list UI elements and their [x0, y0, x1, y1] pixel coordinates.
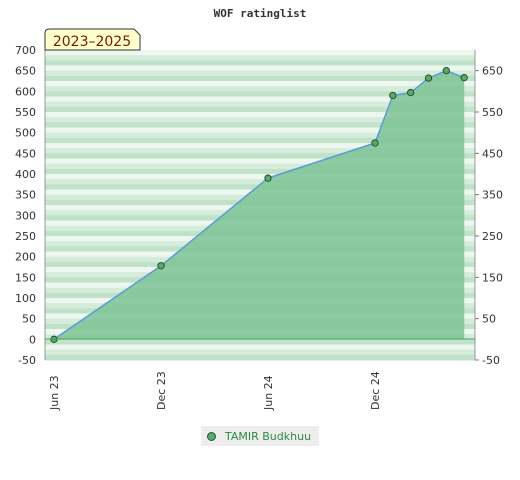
grid-band — [45, 70, 475, 77]
grid-band — [45, 122, 475, 128]
y-tick-label: 400 — [15, 168, 36, 181]
grid-band — [45, 179, 475, 185]
x-tick-label: Dec 24 — [369, 371, 382, 410]
grid-band — [45, 127, 475, 134]
y-axis-left-ticks: 7006506005505004504003503002502001501005… — [15, 44, 36, 367]
data-point — [407, 88, 415, 97]
grid-band — [45, 339, 475, 345]
data-point — [157, 262, 165, 270]
y-right-tick-label: 50 — [482, 313, 496, 326]
y-tick-label: 0 — [29, 333, 36, 346]
y-right-tick-label: 350 — [482, 189, 503, 202]
legend-marker-icon — [207, 431, 216, 441]
y-tick-label: 250 — [15, 230, 36, 243]
period-badge: 2023–2025 — [44, 28, 141, 51]
grid-band — [45, 65, 475, 72]
data-point — [389, 91, 397, 100]
grid-band — [45, 137, 475, 144]
rating-area — [54, 70, 465, 340]
y-tick-label: 300 — [15, 209, 36, 222]
grid-band — [45, 174, 475, 180]
grid-band — [45, 168, 475, 175]
y-tick-label: 600 — [15, 85, 36, 98]
y-tick-label: 100 — [15, 292, 36, 305]
grid-band — [45, 143, 475, 149]
grid-band — [45, 117, 475, 123]
y-tick-label: 200 — [15, 251, 36, 264]
grid-band — [45, 112, 475, 118]
x-axis-ticks: Jun 23 Dec 23 Jun 24 Dec 24 — [48, 371, 382, 411]
x-tick-label: Jun 23 — [48, 375, 61, 411]
grid-band — [45, 158, 475, 165]
y-tick-label: 350 — [15, 189, 36, 202]
y-tick-label: 500 — [15, 127, 36, 140]
x-tick-label: Jun 24 — [262, 375, 275, 411]
grid-band — [45, 60, 475, 66]
grid-band — [45, 132, 475, 139]
y-right-tick-label: -50 — [482, 354, 500, 367]
grid-band — [45, 81, 475, 87]
legend-label: TAMIR Budkhuu — [225, 429, 312, 443]
y-right-tick-label: 550 — [482, 106, 503, 119]
grid-band — [45, 86, 475, 92]
grid-band — [45, 153, 475, 159]
grid-band — [45, 91, 475, 97]
y-right-tick-label: 450 — [482, 147, 503, 160]
y-axis-right-ticks: 650 550 450 350 250 150 50 -50 — [475, 65, 503, 367]
grid-band — [45, 148, 475, 154]
legend: TAMIR Budkhuu — [201, 426, 319, 446]
x-tick-label: Dec 23 — [155, 371, 168, 410]
y-tick-label: -50 — [18, 354, 36, 367]
grid-band — [45, 344, 475, 351]
y-tick-label: 700 — [15, 44, 36, 57]
y-tick-label: 150 — [15, 271, 36, 284]
data-point — [424, 74, 433, 82]
grid-band — [45, 55, 475, 61]
grid-band — [45, 101, 475, 108]
grid-band — [45, 96, 475, 103]
y-tick-label: 650 — [15, 65, 36, 78]
grid-band — [45, 75, 475, 82]
y-right-tick-label: 150 — [482, 271, 503, 284]
grid-band — [45, 163, 475, 170]
y-tick-label: 450 — [15, 147, 36, 160]
y-right-tick-label: 650 — [482, 65, 503, 78]
chart-title: WOF ratinglist — [214, 7, 307, 20]
rating-markers — [50, 67, 468, 343]
y-tick-label: 550 — [15, 106, 36, 119]
period-badge-text: 2023–2025 — [53, 34, 131, 50]
grid-band — [45, 106, 475, 113]
grid-band — [45, 349, 475, 356]
y-right-tick-label: 250 — [482, 230, 503, 243]
data-point — [264, 174, 272, 182]
data-point — [371, 139, 379, 147]
grid-band — [45, 354, 475, 361]
grid-band — [45, 50, 475, 56]
data-point — [460, 74, 468, 82]
data-point — [442, 67, 450, 75]
y-tick-label: 50 — [22, 313, 36, 326]
